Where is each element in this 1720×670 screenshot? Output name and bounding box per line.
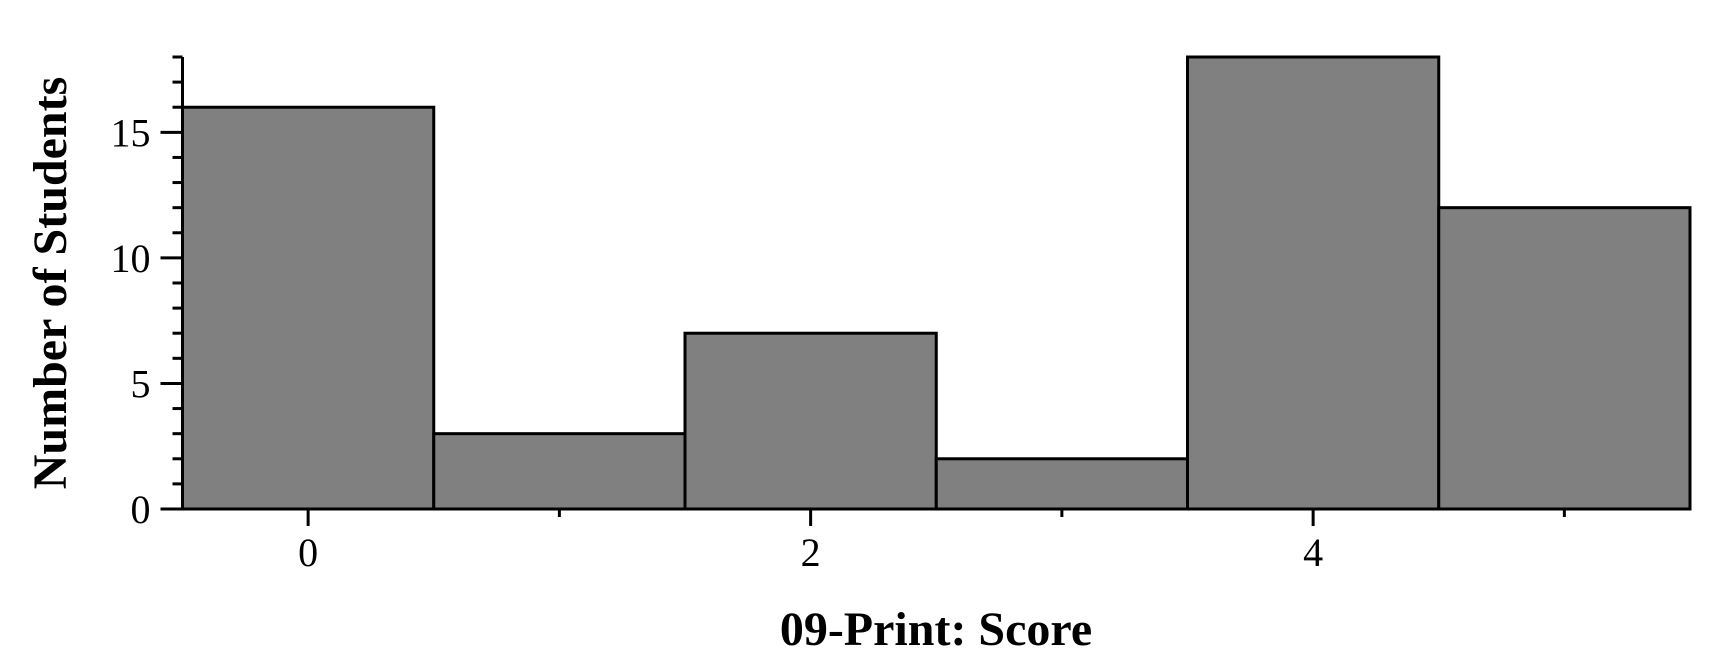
bar-5 — [1437, 206, 1692, 511]
bar-2 — [683, 331, 938, 511]
x-tick-label: 0 — [298, 530, 318, 575]
bar-4 — [1186, 55, 1441, 511]
y-axis-label: Number of Students — [24, 77, 77, 490]
y-tick-label: 5 — [131, 361, 151, 406]
y-tick-label: 0 — [131, 487, 151, 532]
bars — [181, 55, 1692, 511]
y-tick-label: 15 — [111, 110, 151, 155]
tick-labels: 0 5 10 15 0 2 4 — [111, 110, 1324, 575]
axes — [160, 55, 1690, 526]
x-tick-label: 4 — [1303, 530, 1323, 575]
bar-0 — [181, 105, 436, 511]
y-tick-label: 10 — [111, 236, 151, 281]
bar-1 — [432, 432, 687, 511]
bar-3 — [934, 457, 1189, 511]
x-axis-label: 09-Print: Score — [780, 603, 1092, 656]
x-tick-label: 2 — [801, 530, 821, 575]
